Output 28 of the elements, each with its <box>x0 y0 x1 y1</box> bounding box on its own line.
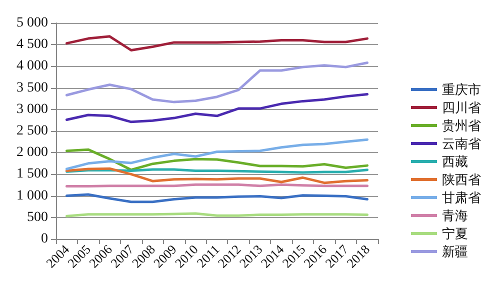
legend-label: 甘肃省 <box>442 190 481 205</box>
y-tick-label: 2 500 <box>16 124 48 138</box>
line-series <box>65 138 369 170</box>
legend-label: 贵州省 <box>442 118 481 133</box>
y-tick-label: 1 500 <box>16 166 48 182</box>
y-tick-label: 0 <box>41 232 48 246</box>
y-tick-label: 500 <box>27 210 48 225</box>
legend-label: 四川省 <box>442 100 481 115</box>
line-series <box>65 93 369 124</box>
y-tick-label: 1 000 <box>16 188 48 204</box>
y-tick-label: 3 500 <box>16 80 48 96</box>
legend-label: 陕西省 <box>442 172 481 187</box>
legend-label: 西藏 <box>442 154 468 169</box>
legend-label: 云南省 <box>442 136 481 151</box>
line-series <box>65 167 369 184</box>
y-tick-label: 2 000 <box>16 145 48 160</box>
y-tick-label: 5 000 <box>16 16 48 30</box>
line-series <box>65 61 369 104</box>
legend-label: 新疆 <box>442 244 468 259</box>
y-tick-label: 4 000 <box>16 58 48 74</box>
line-series <box>65 35 369 52</box>
legend-label: 青海 <box>442 208 468 223</box>
line-series <box>65 148 369 172</box>
line-series <box>65 193 369 204</box>
y-tick-label: 3 000 <box>16 102 48 117</box>
y-tick-label: 4 500 <box>16 37 48 52</box>
legend-label: 宁夏 <box>442 226 468 241</box>
legend-label: 重庆市 <box>442 82 481 97</box>
